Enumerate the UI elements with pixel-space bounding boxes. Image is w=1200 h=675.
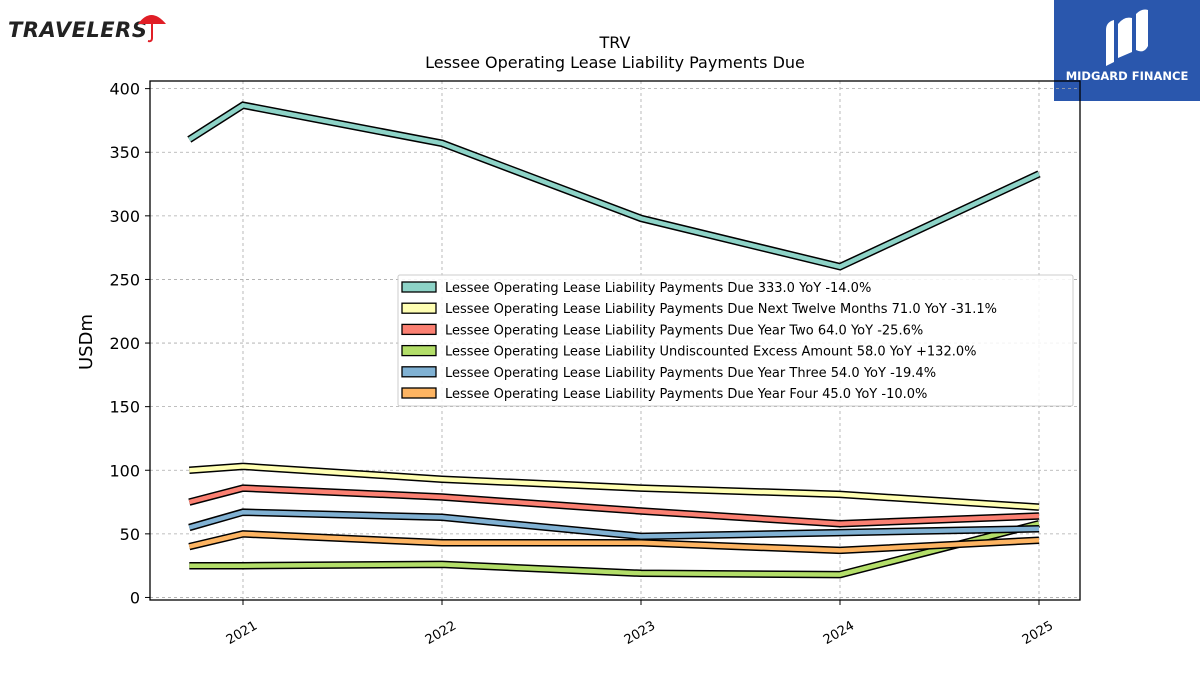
y-tick-label: 200 — [109, 334, 140, 353]
travelers-logo: TRAVELERS — [8, 8, 173, 48]
midgard-finance-text: MIDGARD FINANCE — [1065, 69, 1189, 83]
chart-subtitle: Lessee Operating Lease Liability Payment… — [425, 53, 805, 72]
legend-entry: Lessee Operating Lease Liability Undisco… — [445, 345, 976, 360]
legend-swatch — [401, 344, 437, 357]
series-line-outline — [187, 101, 1041, 271]
legend-swatch — [401, 281, 437, 293]
x-tick-label: 2022 — [423, 618, 459, 648]
series-line — [189, 464, 1040, 510]
series-line — [188, 509, 1040, 539]
y-tick-label: 150 — [109, 398, 140, 417]
series-line — [188, 485, 1040, 526]
y-tick-label: 250 — [109, 270, 140, 289]
midgard-finance-logo: MIDGARD FINANCE — [1054, 0, 1200, 101]
chart-title: TRV — [599, 33, 631, 52]
x-axis: 2021 2022 2023 2024 2025 — [224, 600, 1056, 648]
y-tick-label: 50 — [120, 525, 140, 544]
legend-entry: Lessee Operating Lease Liability Payment… — [445, 281, 871, 296]
y-tick-label: 400 — [109, 80, 140, 99]
midgard-mark-icon — [1106, 9, 1148, 66]
travelers-logo-text: TRAVELERS — [8, 18, 148, 42]
series-line — [188, 531, 1040, 553]
y-tick-label: 350 — [109, 143, 140, 162]
plot-frame — [149, 80, 1081, 601]
y-tick-label: 0 — [130, 588, 140, 607]
legend: Lessee Operating Lease Liability Payment… — [397, 274, 1074, 407]
legend-entry: Lessee Operating Lease Liability Payment… — [445, 387, 927, 402]
y-tick-label: 100 — [109, 461, 140, 480]
legend-entry: Lessee Operating Lease Liability Payment… — [445, 323, 923, 338]
x-tick-label: 2024 — [821, 618, 857, 648]
legend-swatch — [401, 366, 437, 378]
y-axis: 0 50 100 150 200 250 300 350 400 — [109, 80, 150, 607]
y-tick-label: 300 — [109, 207, 140, 226]
umbrella-icon — [138, 15, 166, 43]
series-line — [189, 521, 1040, 577]
legend-swatch — [401, 387, 437, 399]
legend-entry: Lessee Operating Lease Liability Payment… — [445, 366, 936, 381]
series-line — [188, 102, 1040, 270]
legend-entry: Lessee Operating Lease Liability Payment… — [445, 302, 997, 317]
legend-box — [397, 274, 1074, 407]
legend-swatch — [401, 302, 437, 314]
x-tick-label: 2025 — [1020, 618, 1056, 648]
legend-swatch — [401, 323, 437, 336]
x-tick-label: 2021 — [224, 618, 260, 648]
series-lines — [187, 101, 1041, 579]
y-axis-label: USDm — [76, 314, 97, 370]
x-tick-label: 2023 — [622, 618, 658, 648]
